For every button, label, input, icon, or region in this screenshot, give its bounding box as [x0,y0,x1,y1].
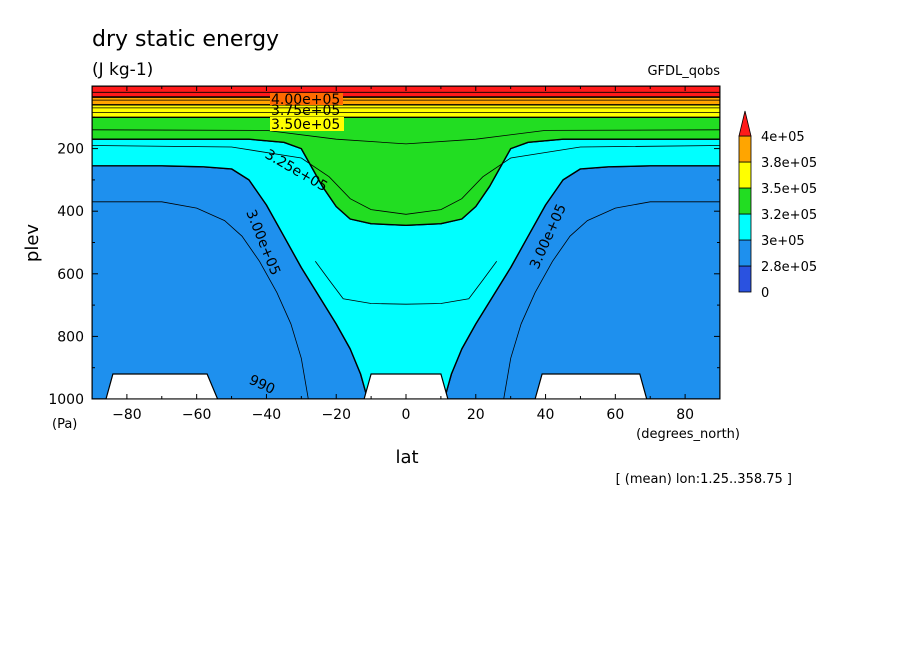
x-tick-label: 80 [676,407,694,423]
colorbar-label: 3.5e+05 [761,182,817,197]
x-tick-label: 20 [467,407,485,423]
y-units-label: (Pa) [52,417,77,432]
contour-label-350000: 3.50e+05 [271,117,340,133]
topography-mask-2 [363,373,449,399]
contour-label-bg [270,93,343,105]
x-tick-label: 0 [402,407,411,423]
x-tick-label: −60 [182,407,212,423]
contour-line-layer [92,91,720,399]
contour-label-400000: 4.00e+05 [271,92,340,108]
colorbar-label: 4e+05 [761,130,805,145]
footnote-label: [ (mean) lon:1.25..358.75 ] [616,472,792,487]
colorbar-swatch [738,187,752,215]
x-tick-label: 60 [606,407,624,423]
colorbar-label: 3.2e+05 [761,208,817,223]
colorbar-swatch [738,161,752,189]
colorbar-swatch [738,135,752,163]
y-tick-label: 600 [57,267,84,283]
y-axis-title: plev [22,224,43,263]
contour-region-3.2e+05-3.5e+05 [92,116,720,227]
colorbar-swatch [738,213,752,241]
x-axis: −80 −60 −40 −20 0 20 40 60 80 [91,86,721,423]
plot-area [92,86,720,399]
contour-line-fine-low [92,201,309,399]
contour-line-fine-mid [92,145,720,215]
x-units-label: (degrees_north) [636,427,740,442]
x-tick-label: −80 [112,407,142,423]
colorbar-extend-arrow [738,110,752,137]
colorbar-swatch [738,265,752,293]
contour-label-375000: 3.75e+05 [271,103,340,119]
contour-region-gt-4e+05 [92,86,720,98]
y-axis: 200 400 600 800 1000 [48,116,720,408]
contour-line-fine-low [314,261,498,305]
topography-mask-layer [105,373,648,399]
x-tick-label: −40 [252,407,282,423]
y-tick-label: 400 [57,204,84,220]
x-tick-label: −20 [321,407,351,423]
contour-line-fine-low [503,201,720,399]
y-tick-label: 200 [57,142,84,158]
x-tick-label: 40 [537,407,555,423]
colorbar-label: 3e+05 [761,234,805,249]
colorbar-label: 0 [761,286,769,301]
x-axis-title: lat [395,447,418,468]
chart-title: dry static energy [92,27,279,52]
colorbar: 4e+05 3.8e+05 3.5e+05 3.2e+05 3e+05 2.8e+05 0 [738,110,817,301]
y-tick-label: 800 [57,329,84,345]
colorbar-swatch [738,239,752,267]
units-label: (J kg-1) [92,60,153,80]
colorbar-label: 2.8e+05 [761,260,817,275]
y-tick-label: 1000 [48,392,84,408]
contour-region-3.5e+05-3.8e+05 [92,104,720,119]
colorbar-label: 3.8e+05 [761,156,817,171]
topography-mask-1 [105,373,219,399]
contour-label-bg [270,117,344,131]
topography-mask-3 [534,373,648,399]
contour-fill-layer [92,86,720,399]
source-label: GFDL_qobs [647,64,720,79]
contour-region-3.8e+05-4e+05 [92,96,720,106]
contour-line-fine-mid [92,129,720,145]
